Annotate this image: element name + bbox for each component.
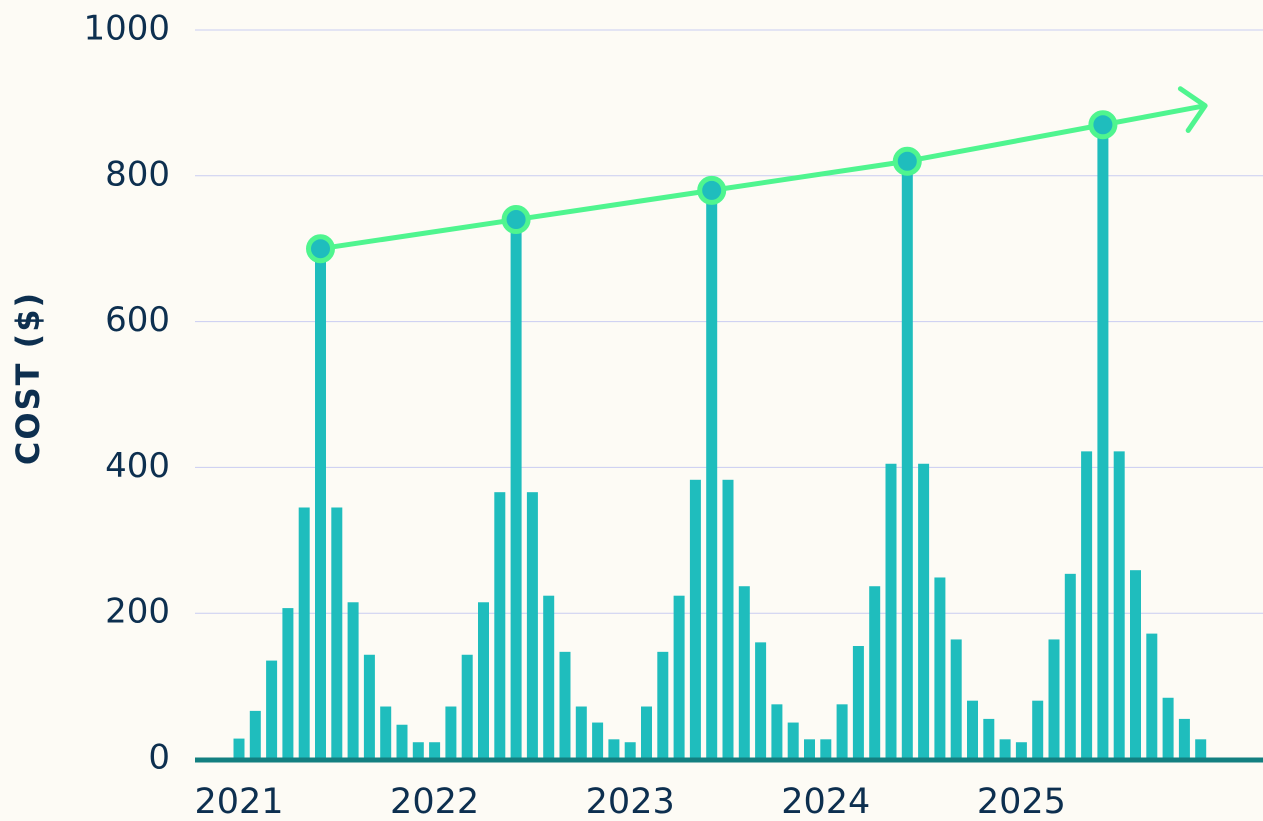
y-tick-label: 400: [105, 446, 170, 486]
trend-point: [1088, 110, 1118, 140]
bar: [1178, 718, 1190, 759]
bar: [1048, 639, 1060, 759]
bar: [787, 722, 799, 759]
trend-arrow-head: [1177, 86, 1208, 133]
bar: [918, 463, 930, 759]
trend-point: [697, 175, 727, 205]
bar: [510, 219, 522, 760]
bar: [266, 660, 278, 759]
bar: [934, 577, 946, 759]
bar: [396, 724, 408, 759]
bar: [755, 642, 767, 759]
bar: [1146, 633, 1158, 759]
x-tick-label: 2023: [586, 782, 675, 821]
trend-arrow-shaft: [1102, 103, 1206, 128]
bar: [657, 651, 669, 759]
bar: [445, 706, 457, 759]
bar: [852, 646, 864, 759]
bar: [836, 704, 848, 759]
bar: [315, 248, 326, 759]
bar: [706, 190, 718, 759]
bar: [967, 700, 978, 759]
bar: [641, 706, 652, 759]
bar: [1130, 570, 1141, 759]
bar: [771, 704, 783, 759]
bar: [1015, 742, 1027, 759]
bar: [592, 722, 604, 759]
bar: [901, 161, 913, 760]
bar: [722, 479, 734, 759]
x-tick-label: 2021: [194, 782, 283, 821]
bar: [999, 739, 1011, 759]
bar: [950, 639, 962, 759]
bar: [738, 586, 750, 759]
bar: [412, 742, 424, 759]
bar: [804, 739, 815, 759]
bar: [233, 738, 245, 759]
bar: [1195, 739, 1207, 759]
trend-point: [892, 146, 922, 176]
bar: [559, 651, 571, 759]
y-tick-label: 200: [105, 592, 170, 632]
x-tick-label: 2025: [977, 782, 1066, 821]
bar: [1032, 700, 1044, 759]
y-tick-label: 0: [148, 738, 170, 778]
bar: [494, 492, 506, 759]
bar: [1081, 451, 1093, 759]
bar: [249, 710, 261, 759]
y-tick-label: 1000: [83, 9, 170, 49]
bar: [526, 492, 538, 759]
bar: [363, 654, 375, 759]
trend-point: [501, 205, 531, 235]
bar: [543, 595, 555, 759]
trend-point: [306, 234, 335, 264]
bar: [429, 742, 441, 759]
y-tick-label: 600: [105, 300, 170, 340]
bar: [608, 739, 620, 759]
bar: [983, 718, 995, 759]
x-tick-label: 2024: [781, 782, 870, 821]
bar: [1113, 451, 1125, 759]
x-tick-label: 2022: [390, 782, 479, 821]
bar: [624, 742, 636, 759]
bar: [820, 739, 832, 759]
bar: [478, 602, 489, 759]
bar: [380, 706, 392, 759]
bar: [461, 654, 473, 759]
bar: [331, 507, 343, 759]
bar: [673, 595, 685, 759]
bar: [1097, 124, 1109, 759]
bar: [689, 479, 701, 759]
bar: [885, 463, 897, 759]
bar: [1162, 697, 1174, 759]
bar: [1064, 573, 1076, 759]
bar: [869, 586, 881, 759]
bar: [347, 602, 359, 759]
bar: [575, 706, 587, 759]
bar: [282, 608, 294, 759]
bar: [298, 507, 310, 759]
y-axis-label: COST ($): [9, 291, 47, 465]
y-tick-label: 800: [105, 154, 170, 194]
